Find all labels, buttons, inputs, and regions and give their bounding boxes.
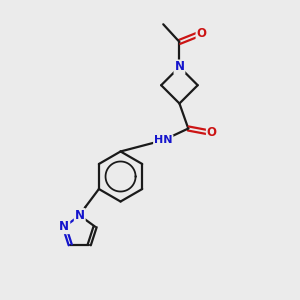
Text: N: N	[174, 61, 184, 74]
Text: N: N	[75, 209, 85, 222]
Text: N: N	[59, 220, 69, 233]
Text: O: O	[207, 126, 217, 140]
Text: HN: HN	[154, 135, 172, 145]
Text: O: O	[196, 27, 206, 40]
